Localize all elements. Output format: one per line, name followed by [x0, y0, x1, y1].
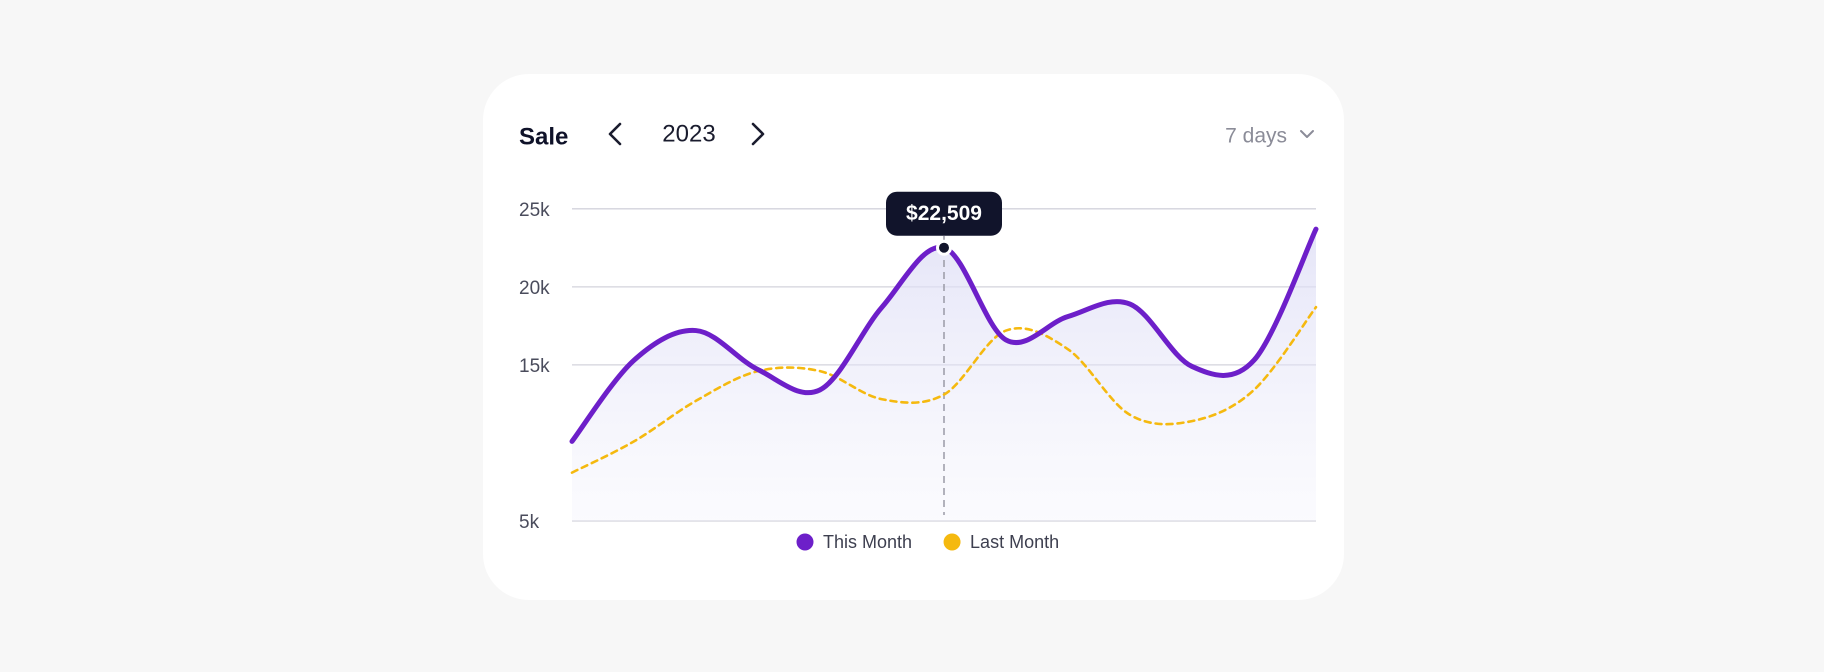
legend-label: This Month — [823, 532, 912, 552]
range-chevron[interactable] — [1300, 130, 1314, 138]
tooltip — [886, 191, 1002, 236]
legend-swatch — [943, 533, 961, 551]
legend-label: Last Month — [970, 532, 1059, 552]
legend-swatch — [796, 533, 814, 551]
chart-title: Sale — [519, 123, 568, 150]
tooltip-label: $22,509 — [906, 202, 982, 225]
hover-point — [936, 239, 952, 256]
y-tick-label: 15k — [519, 356, 550, 377]
period-label: 2023 — [662, 120, 715, 147]
y-tick-label: 25k — [519, 200, 550, 221]
y-tick-label: 5k — [519, 512, 540, 533]
range-selector[interactable]: 7 days — [1225, 125, 1287, 148]
next-button[interactable] — [751, 122, 765, 146]
y-tick-label: 20k — [519, 278, 550, 299]
series-line — [570, 305, 1318, 474]
prev-button[interactable] — [608, 122, 622, 146]
area — [572, 229, 1316, 521]
